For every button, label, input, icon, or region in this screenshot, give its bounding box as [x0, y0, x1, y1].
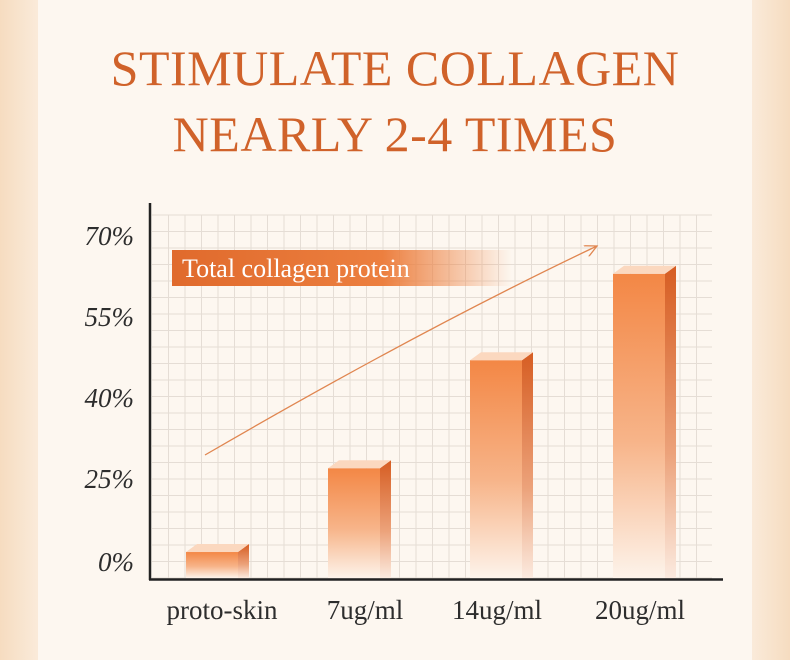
legend-banner: Total collagen protein	[172, 250, 512, 286]
x-tick-label: 20ug/ml	[595, 595, 685, 625]
page-title-line-2: NEARLY 2-4 TIMES	[172, 106, 618, 162]
y-tick-label: 0%	[98, 547, 134, 577]
bar-side	[238, 544, 249, 578]
y-axis-labels: 0% 25% 40% 55% 70%	[85, 221, 135, 577]
bar-top	[186, 544, 249, 553]
bar-top	[613, 265, 676, 274]
x-tick-label: proto-skin	[167, 595, 278, 625]
bar-side	[380, 460, 391, 578]
bar-proto-skin	[186, 544, 249, 578]
bar-side	[665, 265, 676, 578]
bar-face	[613, 273, 665, 578]
bar-20ug/ml	[613, 265, 676, 578]
page-title-line-1: STIMULATE COLLAGEN	[110, 40, 680, 96]
bar-side	[522, 352, 533, 578]
bars	[186, 265, 676, 578]
bar-face	[186, 552, 238, 578]
bar-top	[470, 352, 533, 361]
legend-label: Total collagen protein	[182, 254, 410, 283]
legend-banner-bg	[172, 250, 512, 286]
bar-top	[328, 460, 391, 469]
x-tick-label: 14ug/ml	[452, 595, 542, 625]
y-tick-label: 70%	[85, 221, 135, 251]
bar-14ug/ml	[470, 352, 533, 578]
bar-face	[470, 360, 522, 578]
trend-arrow	[204, 246, 597, 456]
x-tick-label: 7ug/ml	[327, 595, 404, 625]
y-tick-label: 40%	[85, 383, 135, 413]
bar-face	[328, 468, 380, 578]
x-axis-labels: proto-skin 7ug/ml 14ug/ml 20ug/ml	[167, 595, 686, 625]
bar-7ug/ml	[328, 460, 391, 578]
y-tick-label: 55%	[85, 302, 135, 332]
y-tick-label: 25%	[85, 464, 135, 494]
